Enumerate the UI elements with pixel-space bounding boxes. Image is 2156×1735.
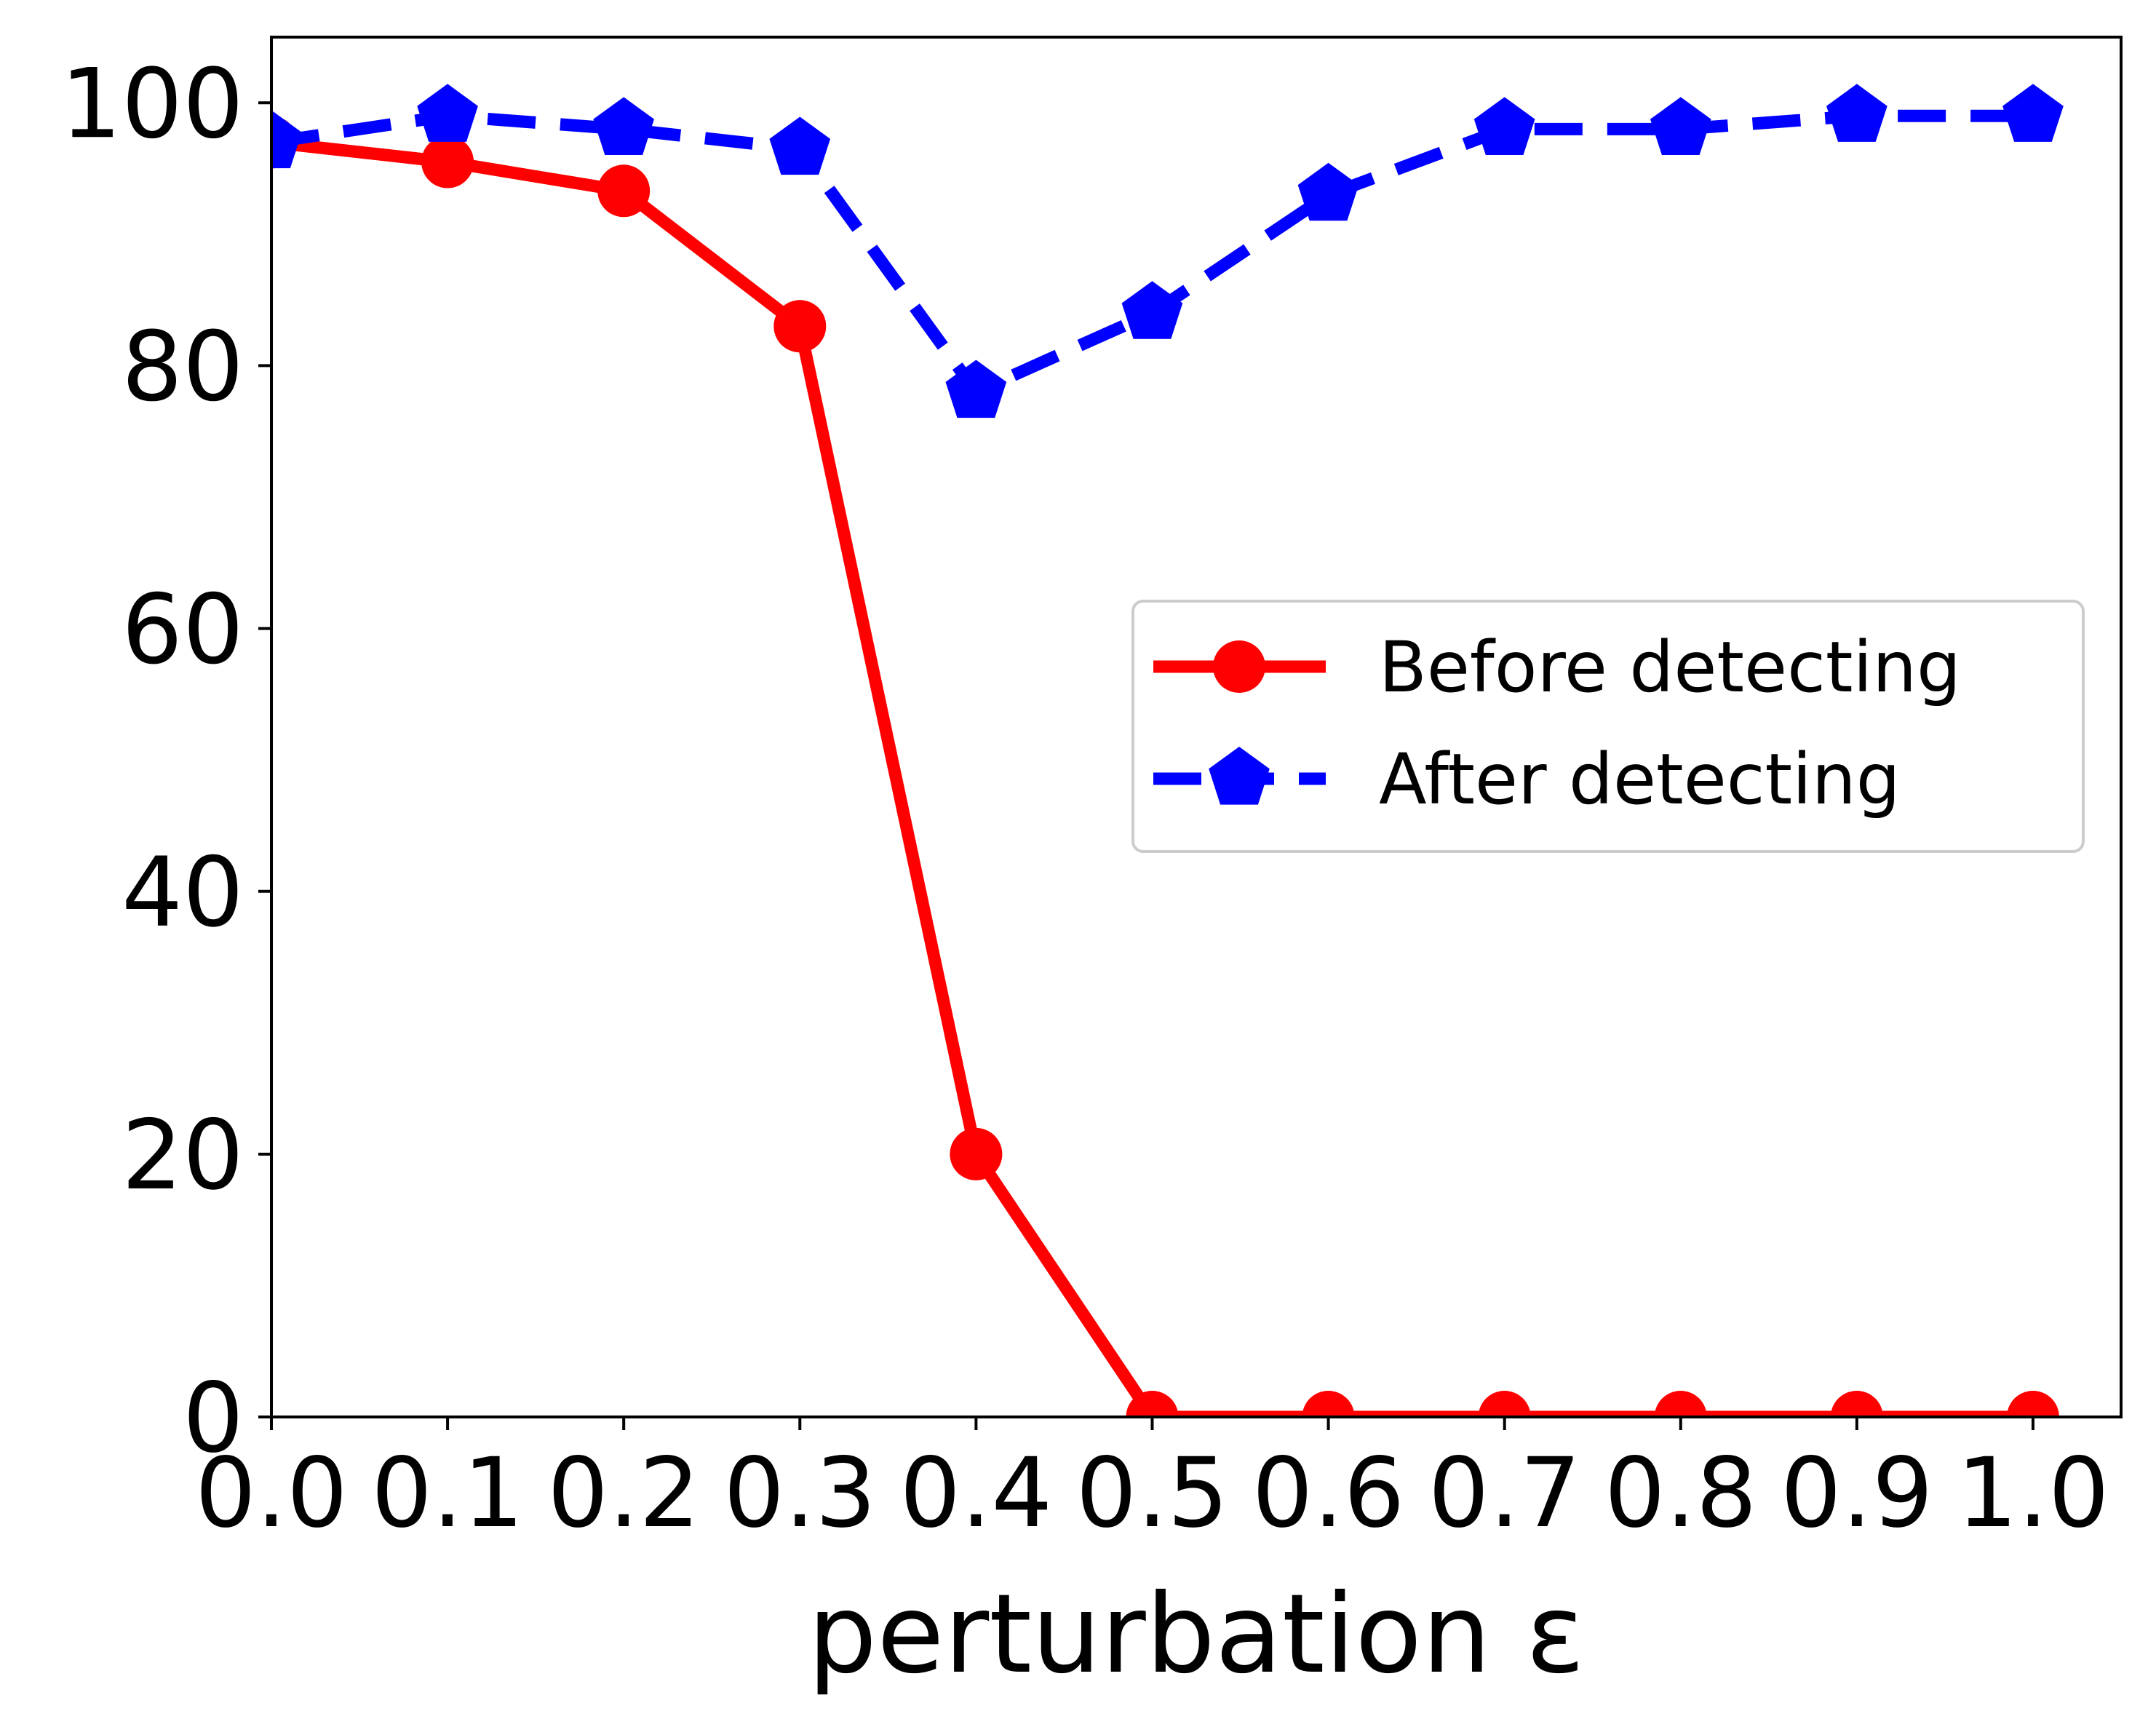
data-point <box>1826 84 1888 142</box>
legend-frame <box>1131 600 2085 853</box>
series-before-detecting <box>271 116 2059 1417</box>
data-point <box>2006 1391 2059 1417</box>
legend: Before detecting After detecting <box>1131 600 2085 853</box>
data-point <box>1473 97 1535 155</box>
data-point <box>950 1127 1003 1180</box>
series-layer <box>271 84 2064 1417</box>
series-after-detecting <box>271 84 2064 418</box>
x-tick-label: 0.8 <box>1604 1437 1757 1549</box>
data-point <box>1126 1391 1179 1417</box>
x-tick-label: 0.6 <box>1252 1437 1405 1549</box>
y-tick-label: 100 <box>60 48 244 160</box>
x-axis: 0.0 0.1 0.2 0.3 0.4 0.5 0.6 0.7 0.8 0.9 1.0 <box>195 1417 2109 1549</box>
legend-marker <box>1213 640 1265 693</box>
data-point <box>1302 1391 1355 1417</box>
x-tick-label: 0.3 <box>723 1437 876 1549</box>
x-tick-label: 0.4 <box>899 1437 1052 1549</box>
data-point <box>1121 281 1183 339</box>
legend-label: After detecting <box>1379 739 1901 820</box>
x-tick-label: 0.2 <box>547 1437 700 1549</box>
data-point <box>1830 1391 1883 1417</box>
data-point <box>1478 1391 1531 1417</box>
data-point <box>1654 1391 1707 1417</box>
x-axis-title: perturbation ε <box>808 1571 1585 1698</box>
x-tick-label: 1.0 <box>1957 1437 2109 1549</box>
data-point <box>2002 84 2064 142</box>
plot-frame <box>270 36 2123 1418</box>
x-tick-label: 0.1 <box>371 1437 524 1549</box>
x-tick-label: 0.7 <box>1428 1437 1581 1549</box>
y-tick-label: 60 <box>122 574 244 686</box>
y-tick-label: 40 <box>122 837 244 949</box>
x-tick-label: 0.5 <box>1076 1437 1229 1549</box>
data-point <box>593 97 654 155</box>
data-point <box>773 300 827 353</box>
data-point <box>1650 97 1711 155</box>
data-point <box>597 164 651 218</box>
data-point <box>271 110 302 169</box>
data-point <box>945 360 1007 418</box>
legend-marker <box>1209 747 1270 805</box>
y-tick-label: 0 <box>183 1362 244 1474</box>
y-tick-label: 20 <box>122 1100 244 1212</box>
series-line <box>271 136 2033 1417</box>
series-line <box>271 109 2033 398</box>
x-tick-label: 0.0 <box>195 1437 348 1549</box>
data-point <box>769 116 831 175</box>
data-point <box>1297 162 1359 221</box>
legend-label: Before detecting <box>1379 627 1961 708</box>
data-point <box>421 135 474 188</box>
y-tick-label: 80 <box>122 311 244 423</box>
data-point <box>417 84 478 142</box>
y-axis: 0 20 40 60 80 100 <box>60 48 271 1474</box>
x-tick-label: 0.9 <box>1781 1437 1933 1549</box>
